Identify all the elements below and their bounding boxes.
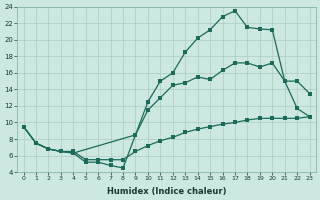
X-axis label: Humidex (Indice chaleur): Humidex (Indice chaleur)	[107, 187, 226, 196]
